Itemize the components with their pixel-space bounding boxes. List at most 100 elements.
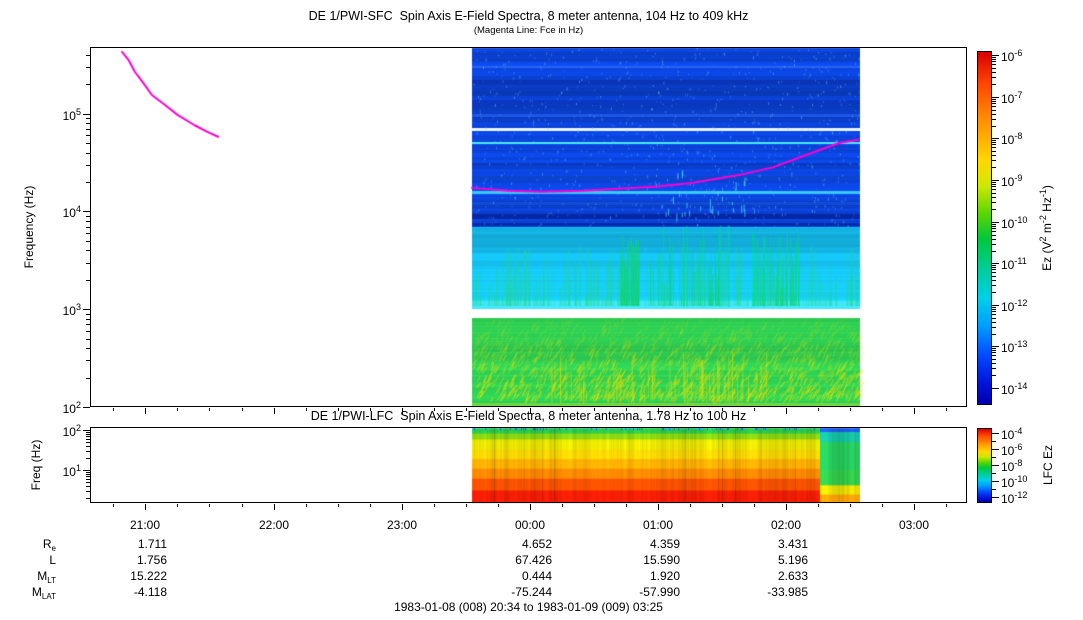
ephemeris-value: 5.196	[777, 553, 808, 567]
lfc-y-tick-label: 102	[62, 423, 81, 439]
sfc-y-tick-label: 105	[62, 106, 81, 123]
sfc-minor-time-tick	[306, 408, 307, 411]
lfc-minor-time-tick	[882, 504, 883, 507]
sfc-cb-major-tick	[992, 138, 999, 139]
sfc-cb-minor-tick	[992, 327, 996, 328]
lfc-y-minor-tick	[86, 436, 90, 437]
sfc-minor-time-tick	[466, 408, 467, 411]
sfc-cb-minor-tick	[992, 68, 996, 69]
sfc-minor-time-tick	[850, 408, 851, 411]
lfc-cb-tick-label: 10-4	[1001, 426, 1023, 442]
ephemeris-value: 3.431	[777, 537, 808, 551]
hour-tick-label: 00:00	[514, 518, 546, 532]
sfc-cb-major-tick	[992, 263, 999, 264]
lfc-y-minor-tick	[86, 446, 90, 447]
lfc-y-minor-tick	[86, 486, 90, 487]
sfc-cb-minor-tick	[992, 155, 996, 156]
lfc-y-minor-tick	[86, 434, 90, 435]
sfc-cb-minor-tick	[992, 103, 996, 104]
lfc-minor-time-tick	[946, 504, 947, 507]
ephemeris-value: 1.756	[136, 553, 167, 567]
lfc-minor-time-tick	[370, 504, 371, 507]
sfc-cb-minor-tick	[992, 64, 996, 65]
sfc-minor-time-tick	[882, 408, 883, 411]
sfc-cb-minor-tick	[992, 269, 996, 270]
time-range-footer: 1983-01-08 (008) 20:34 to 1983-01-09 (00…	[394, 600, 663, 614]
sfc-hour-tick	[786, 408, 787, 414]
lfc-minor-time-tick	[722, 504, 723, 507]
ephemeris-value: 4.652	[521, 537, 552, 551]
ephemeris-value: 1.920	[649, 569, 680, 583]
sfc-cb-minor-tick	[992, 193, 996, 194]
ephemeris-value: 15.222	[130, 569, 167, 583]
sfc-plot-frame	[90, 47, 967, 407]
sfc-cb-minor-tick	[992, 231, 996, 232]
sfc-y-tick-label: 103	[62, 302, 81, 319]
sfc-hour-tick	[145, 408, 146, 414]
lfc-hour-tick	[914, 504, 915, 510]
ephemeris-value: 1.711	[137, 537, 167, 551]
sfc-y-minor-tick	[86, 182, 90, 183]
sfc-y-minor-tick	[86, 123, 90, 124]
sfc-minor-time-tick	[242, 408, 243, 411]
lfc-hour-tick	[658, 504, 659, 510]
sfc-colorbar	[977, 51, 992, 405]
sfc-y-axis-label: Frequency (Hz)	[22, 185, 36, 269]
sfc-y-minor-tick	[86, 143, 90, 144]
lfc-cb-minor-tick	[992, 441, 996, 442]
sfc-cb-minor-tick	[992, 322, 996, 323]
sfc-minor-time-tick	[562, 408, 563, 411]
sfc-hour-tick	[530, 408, 531, 414]
lfc-cb-major-tick	[992, 449, 999, 450]
sfc-minor-time-tick	[209, 408, 210, 411]
sfc-cb-minor-tick	[992, 119, 996, 120]
sfc-y-minor-tick	[86, 233, 90, 234]
sfc-cb-minor-tick	[992, 309, 996, 310]
sfc-y-minor-tick	[86, 314, 90, 315]
sfc-panel-subtitle: (Magenta Line: Fce in Hz)	[473, 25, 584, 36]
hour-tick-label: 02:00	[770, 518, 802, 532]
sfc-y-minor-tick	[86, 135, 90, 136]
sfc-minor-time-tick	[434, 408, 435, 411]
sfc-cb-minor-tick	[992, 184, 996, 185]
sfc-minor-time-tick	[338, 408, 339, 411]
sfc-cb-minor-tick	[992, 167, 996, 168]
sfc-cb-minor-tick	[992, 265, 996, 266]
ephemeris-value: -33.985	[767, 585, 808, 599]
sfc-y-tick-label: 104	[62, 204, 81, 221]
sfc-cb-tick-label: 10-11	[1001, 256, 1027, 272]
lfc-hour-tick	[274, 504, 275, 510]
sfc-y-minor-tick	[86, 280, 90, 281]
hour-tick-label: 23:00	[386, 518, 418, 532]
sfc-cb-minor-tick	[992, 285, 996, 286]
sfc-y-major-tick	[83, 407, 90, 408]
sfc-panel-title: DE 1/PWI-SFC Spin Axis E-Field Spectra, …	[308, 9, 749, 23]
sfc-y-minor-tick	[86, 378, 90, 379]
sfc-y-minor-tick	[86, 263, 90, 264]
ephemeris-value: -57.990	[639, 585, 680, 599]
sfc-cb-minor-tick	[992, 307, 996, 308]
lfc-hour-tick	[786, 504, 787, 510]
sfc-minor-time-tick	[113, 408, 114, 411]
sfc-cb-major-tick	[992, 346, 999, 347]
sfc-cb-minor-tick	[992, 292, 996, 293]
ephemeris-value: 2.633	[777, 569, 808, 583]
ephemeris-value: 0.444	[521, 569, 552, 583]
lfc-minor-time-tick	[754, 504, 755, 507]
lfc-y-minor-tick	[86, 451, 90, 452]
sfc-cb-minor-tick	[992, 84, 996, 85]
sfc-cb-minor-tick	[992, 144, 996, 145]
sfc-cb-major-tick	[992, 222, 999, 223]
ephemeris-row-label: Re	[42, 537, 56, 553]
lfc-hour-tick	[402, 504, 403, 510]
sfc-y-minor-tick	[86, 153, 90, 154]
ephemeris-value: 15.590	[643, 553, 680, 567]
lfc-minor-time-tick	[434, 504, 435, 507]
sfc-cb-minor-tick	[992, 314, 996, 315]
sfc-cb-minor-tick	[992, 189, 996, 190]
sfc-cb-minor-tick	[992, 77, 996, 78]
sfc-cb-major-tick	[992, 97, 999, 98]
lfc-colorbar-label: LFC Ez	[1041, 444, 1055, 486]
sfc-y-tick-label: 102	[62, 400, 81, 416]
